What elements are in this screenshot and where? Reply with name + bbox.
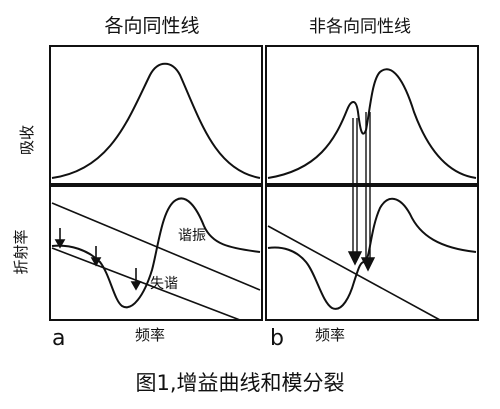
mode-arrow-left-head xyxy=(347,251,363,266)
panel-b-letter: b xyxy=(270,326,284,351)
mode-arrow-right-head xyxy=(360,257,376,272)
detuning-label: 失谐 xyxy=(150,276,178,292)
panel-a-gain-curve xyxy=(51,62,261,179)
panel-b-mode-arrows xyxy=(347,112,376,272)
panel-a-intersection-arrows xyxy=(54,228,142,291)
panel-b-split-gain-curve xyxy=(267,68,477,179)
panel-a-dispersion-curve xyxy=(51,197,261,309)
absorption-label: 吸收 xyxy=(18,125,36,155)
panel-a-bottom-frame xyxy=(49,185,263,321)
panel-frames xyxy=(49,45,479,321)
panel-a-lower-straight-line xyxy=(51,247,241,321)
panel-b-xlabel: 频率 xyxy=(315,326,345,344)
refractive-index-label: 折射率 xyxy=(12,229,30,274)
panel-b-top-frame xyxy=(265,45,479,185)
panel-a-xlabel: 频率 xyxy=(135,326,165,344)
panel-b-bottom-frame xyxy=(265,185,479,321)
arrow-1-head xyxy=(54,239,66,249)
panel-b-title: 非各向同性线 xyxy=(309,17,411,37)
panel-b-dispersion-curve xyxy=(267,198,477,310)
resonance-label: 谐振 xyxy=(178,228,206,244)
panel-a-top-frame xyxy=(49,45,263,185)
arrow-2-head xyxy=(90,257,102,267)
arrow-3-head xyxy=(130,281,142,291)
panel-b-straight-line xyxy=(267,225,441,321)
panel-a-title: 各向同性线 xyxy=(104,15,199,37)
panel-a-letter: a xyxy=(52,326,65,351)
figure-caption: 图1,增益曲线和模分裂 xyxy=(135,371,344,395)
panel-a-upper-straight-line xyxy=(51,202,261,291)
